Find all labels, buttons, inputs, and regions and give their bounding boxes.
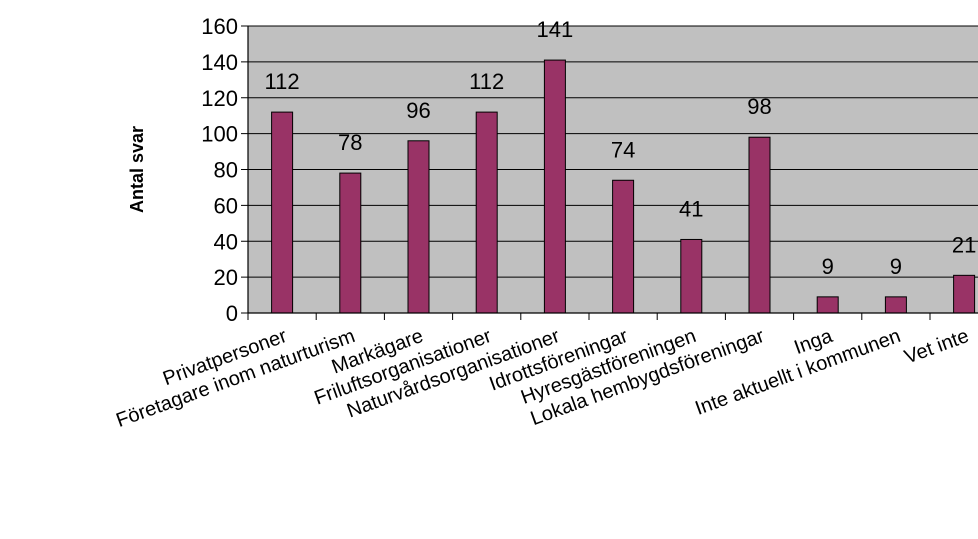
- y-tick-label: 0: [226, 301, 238, 326]
- data-label: 78: [338, 130, 362, 155]
- bar: [953, 274, 976, 314]
- data-label: 9: [890, 254, 902, 279]
- bar: [339, 172, 362, 314]
- data-label: 21: [952, 232, 976, 257]
- y-tick-label: 20: [214, 265, 238, 290]
- data-label: 41: [679, 196, 703, 221]
- bar: [816, 296, 839, 314]
- bar: [407, 140, 430, 314]
- y-tick-label: 100: [201, 122, 238, 147]
- bar: [884, 296, 907, 314]
- bar: [543, 59, 566, 314]
- data-label: 141: [537, 17, 574, 42]
- bar: [475, 111, 498, 314]
- bar: [271, 111, 294, 314]
- x-category-label: Vet inte: [902, 325, 972, 368]
- y-tick-label: 80: [214, 158, 238, 183]
- bar: [612, 179, 635, 314]
- y-axis-title: Antal svar: [127, 126, 147, 213]
- y-tick-label: 60: [214, 193, 238, 218]
- data-label: 96: [406, 98, 430, 123]
- data-label: 74: [611, 137, 635, 162]
- data-label: 112: [265, 69, 300, 94]
- data-label: 9: [822, 254, 834, 279]
- axes: [241, 25, 978, 320]
- data-label: 112: [469, 69, 504, 94]
- y-tick-label: 40: [214, 229, 238, 254]
- y-tick-label: 120: [201, 86, 238, 111]
- bar: [680, 238, 703, 314]
- bar: [748, 136, 771, 314]
- y-tick-label: 160: [201, 14, 238, 39]
- y-tick-label: 140: [201, 50, 238, 75]
- data-label: 98: [747, 94, 771, 119]
